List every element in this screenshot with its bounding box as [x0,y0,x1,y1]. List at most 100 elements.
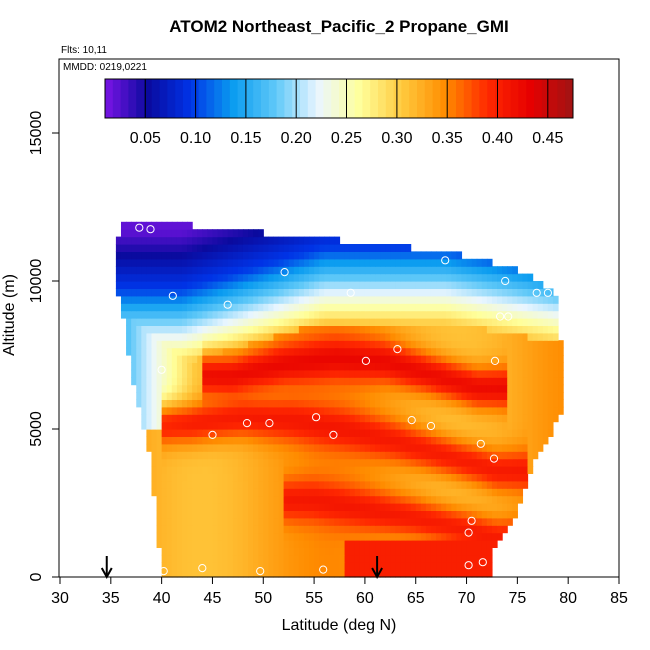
heatmap-cell [456,295,463,304]
heatmap-cell [390,443,396,452]
heatmap-cell [192,392,198,400]
heatmap-cell [497,488,503,497]
heatmap-cell [476,288,483,297]
heatmap-cell [517,347,524,356]
heatmap-cell [197,392,203,400]
heatmap-cell [461,303,468,312]
heatmap-cell [161,547,168,556]
heatmap-cell [466,325,473,334]
heatmap-cell [197,503,203,511]
heatmap-cell [156,466,163,474]
heatmap-cell [344,458,351,467]
heatmap-cell [395,347,402,356]
heatmap-cell [471,281,478,289]
heatmap-cell [303,303,310,312]
heatmap-cell [329,436,336,445]
heatmap-cell [207,414,214,423]
heatmap-cell [369,258,376,267]
heatmap-cell [359,295,366,304]
heatmap-cell [273,443,280,452]
heatmap-cell [471,436,478,445]
heatmap-cell [329,510,336,519]
heatmap-cell [532,295,539,304]
heatmap-cell [507,473,513,482]
heatmap-cell [248,540,254,548]
heatmap-cell [476,495,483,504]
heatmap-cell [202,318,208,326]
heatmap-cell [507,414,513,423]
heatmap-cell [344,443,351,452]
heatmap-cell [248,414,254,423]
heatmap-cell [278,258,285,267]
heatmap-cell [171,340,178,349]
heatmap-cell [507,517,513,526]
heatmap-cell [385,362,391,371]
heatmap-cell [324,473,330,482]
heatmap-cell [471,258,478,267]
heatmap-cell [451,495,457,504]
heatmap-cell [420,443,427,452]
heatmap-cell [197,236,203,245]
heatmap-cell [369,347,376,356]
heatmap-cell [415,488,422,497]
heatmap-cell [197,303,203,312]
heatmap-cell [278,436,285,445]
colorbar-swatch [487,79,496,118]
heatmap-cell [171,362,178,371]
heatmap-cell [166,451,173,460]
heatmap-cell [120,295,127,304]
heatmap-cell [176,510,183,519]
heatmap-cell [497,473,503,482]
heatmap-cell [253,495,259,504]
heatmap-cell [156,281,163,289]
heatmap-cell [471,532,478,541]
heatmap-cell [161,347,168,356]
heatmap-cell [385,540,391,548]
heatmap-cell [151,362,158,371]
heatmap-cell [395,295,402,304]
heatmap-cell [497,458,503,467]
heatmap-cell [263,310,269,319]
heatmap-cell [166,236,173,245]
heatmap-cell [415,355,422,363]
heatmap-cell [395,554,402,563]
heatmap-cell [364,377,371,386]
heatmap-cell [405,355,412,363]
heatmap-cell [248,429,254,437]
heatmap-cell [293,510,300,519]
heatmap-cell [507,332,513,341]
heatmap-cell [369,458,376,467]
heatmap-cell [278,532,285,541]
heatmap-cell [375,273,381,282]
heatmap-cell [430,473,437,482]
heatmap-cell [349,414,356,423]
heatmap-cell [461,295,468,304]
heatmap-cell [451,399,457,408]
heatmap-cell [461,503,468,511]
heatmap-cell [192,288,198,297]
heatmap-cell [415,473,422,482]
heatmap-cell [497,406,503,415]
heatmap-cell [476,466,483,474]
heatmap-cell [476,414,483,423]
heatmap-cell [395,436,402,445]
heatmap-cell [420,332,427,341]
heatmap-cell [273,288,280,297]
heatmap-cell [283,325,290,334]
heatmap-cell [166,429,173,437]
heatmap-cell [253,458,259,467]
heatmap-cell [532,310,539,319]
heatmap-cell [151,466,158,474]
heatmap-cell [232,295,239,304]
heatmap-cell [212,554,219,563]
heatmap-cell [446,540,452,548]
heatmap-cell [131,273,137,282]
heatmap-cell [309,236,315,245]
heatmap-cell [517,303,524,312]
heatmap-cell [161,488,168,497]
heatmap-cell [268,251,275,260]
heatmap-cell [354,377,361,386]
heatmap-cell [309,510,315,519]
heatmap-cell [217,443,224,452]
heatmap-cell [131,332,137,341]
